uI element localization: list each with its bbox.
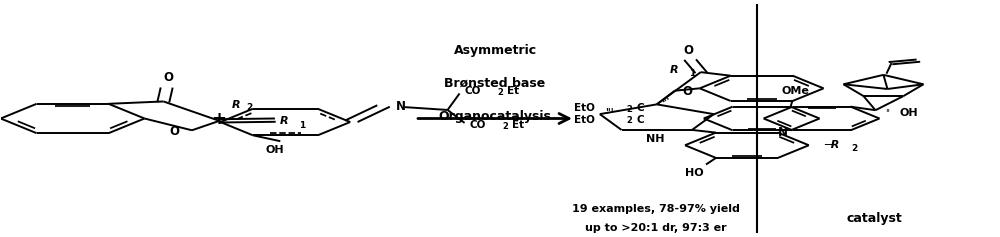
- Text: CO: CO: [465, 86, 481, 96]
- Text: C: C: [637, 115, 644, 125]
- Text: O: O: [683, 85, 693, 98]
- Text: 2: 2: [627, 105, 633, 114]
- Text: '': '': [885, 108, 890, 118]
- Text: 2: 2: [246, 103, 252, 112]
- Text: NH: NH: [646, 134, 664, 144]
- Text: OH: OH: [266, 145, 285, 155]
- Text: Et: Et: [507, 86, 520, 96]
- Text: Brønsted base: Brønsted base: [444, 77, 546, 90]
- Text: Organocatalysis: Organocatalysis: [439, 110, 551, 123]
- Text: Asymmetric: Asymmetric: [453, 44, 537, 57]
- Text: O: O: [684, 44, 694, 57]
- Text: R: R: [232, 100, 241, 109]
- Text: 2: 2: [627, 116, 633, 125]
- Text: HO: HO: [685, 168, 703, 178]
- Text: O: O: [169, 125, 179, 138]
- Text: OH: OH: [899, 108, 918, 118]
- Text: 19 examples, 78-97% yield: 19 examples, 78-97% yield: [572, 204, 740, 214]
- Text: EtO: EtO: [574, 115, 595, 125]
- Text: 2: 2: [498, 88, 503, 97]
- Text: CO: CO: [470, 120, 486, 130]
- Text: 1: 1: [299, 121, 306, 130]
- Text: C: C: [637, 103, 644, 113]
- Text: ─R: ─R: [824, 140, 839, 150]
- Text: 1: 1: [689, 69, 695, 78]
- Text: 2: 2: [851, 144, 857, 153]
- Text: R: R: [279, 116, 288, 126]
- Text: N: N: [778, 126, 788, 139]
- Text: Et: Et: [512, 120, 525, 130]
- Text: +: +: [211, 109, 226, 128]
- Text: OMe: OMe: [782, 86, 810, 96]
- Text: ''': ''': [661, 96, 673, 109]
- Text: catalyst: catalyst: [847, 212, 902, 225]
- Text: up to >20:1 dr, 97:3 er: up to >20:1 dr, 97:3 er: [585, 223, 727, 233]
- Text: EtO: EtO: [574, 103, 595, 113]
- Text: R: R: [670, 65, 679, 75]
- Text: ''': ''': [605, 107, 613, 117]
- Text: 2: 2: [502, 122, 508, 131]
- Text: O: O: [163, 71, 173, 84]
- Text: N: N: [396, 100, 406, 113]
